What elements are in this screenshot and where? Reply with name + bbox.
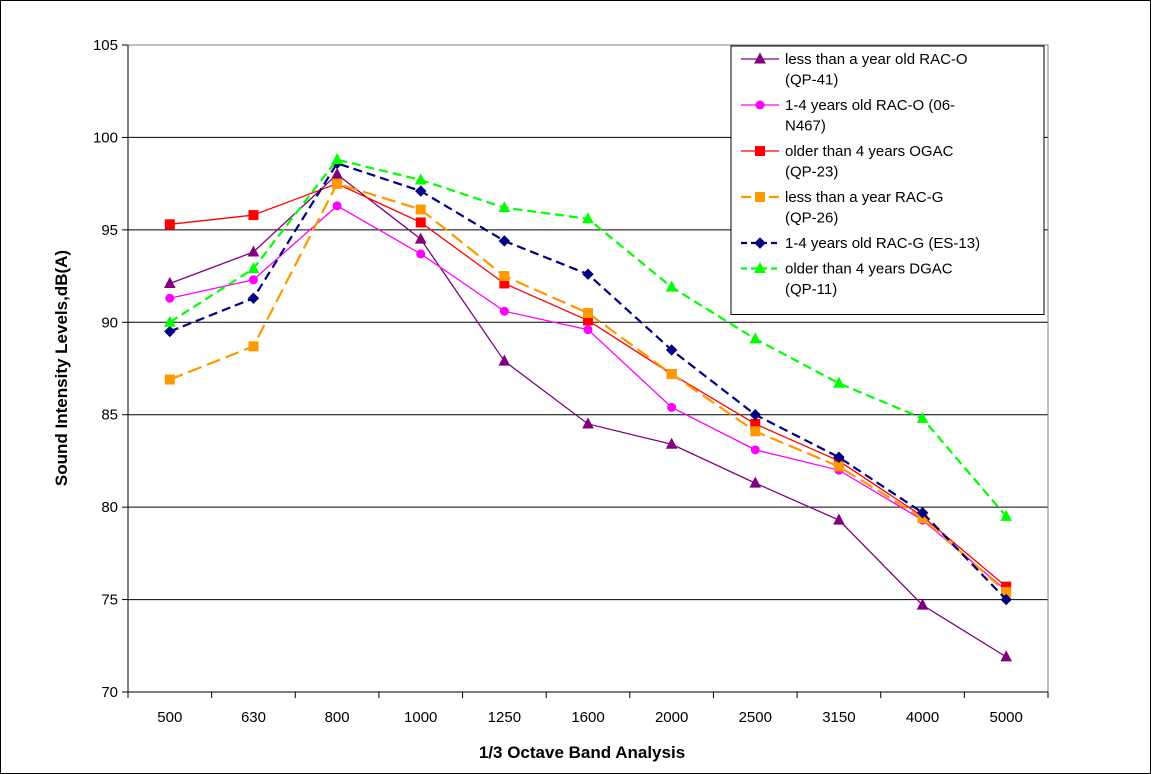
- legend-label: (QP-26): [785, 210, 838, 227]
- legend-label: (QP-23): [785, 164, 838, 181]
- data-point: [916, 506, 929, 519]
- data-point: [749, 409, 761, 421]
- x-tick-label: 1000: [404, 709, 437, 726]
- data-point: [414, 232, 427, 244]
- data-point: [415, 185, 427, 197]
- legend-label: less than a year RAC-G: [785, 189, 943, 206]
- data-point: [247, 262, 260, 274]
- data-point: [164, 325, 176, 338]
- data-point: [1000, 509, 1013, 521]
- x-tick-label: 2000: [655, 709, 688, 726]
- data-point: [163, 315, 176, 327]
- legend-marker: [755, 146, 765, 156]
- x-tick-label: 3150: [822, 709, 855, 726]
- data-point: [415, 217, 426, 228]
- data-point: [833, 513, 845, 525]
- data-point: [247, 245, 260, 257]
- legend-label: N467): [785, 118, 826, 135]
- data-point: [165, 293, 175, 303]
- y-tick-label: 105: [93, 37, 118, 54]
- data-point: [415, 204, 426, 215]
- y-tick-label: 95: [101, 222, 118, 239]
- data-point: [332, 178, 343, 189]
- x-tick-label: 2500: [739, 709, 772, 726]
- data-point: [665, 280, 678, 292]
- data-point: [331, 167, 343, 179]
- data-point: [164, 219, 175, 230]
- legend-label: 1-4 years old RAC-O (06-: [785, 97, 955, 114]
- data-point: [332, 201, 342, 211]
- series-line-4: [169, 182, 1007, 594]
- data-point: [667, 402, 677, 412]
- x-tick-label: 4000: [906, 709, 939, 726]
- legend-label: older than 4 years OGAC: [785, 143, 954, 160]
- legend-label: (QP-11): [785, 281, 837, 298]
- data-point: [499, 271, 510, 282]
- data-point: [665, 344, 678, 356]
- data-point: [665, 437, 678, 449]
- data-point: [749, 476, 762, 488]
- legend: less than a year old RAC-O (QP-41) 1-4 yea…: [730, 45, 1045, 315]
- data-point: [416, 249, 426, 259]
- data-point: [1000, 650, 1013, 662]
- legend-marker: [755, 192, 765, 202]
- data-point: [750, 426, 761, 437]
- legend-label: 1-4 years old RAC-G (ES-13): [785, 235, 980, 252]
- legend-label: (QP-41): [785, 72, 838, 89]
- legend-label: older than 4 years DGAC: [785, 261, 953, 278]
- data-point: [583, 325, 593, 335]
- data-point: [414, 173, 427, 185]
- y-tick-label: 90: [101, 314, 118, 331]
- x-tick-label: 500: [157, 709, 182, 726]
- y-tick-label: 70: [101, 684, 118, 701]
- data-point: [833, 451, 845, 463]
- x-axis-title: 1/3 Octave Band Analysis: [479, 743, 685, 762]
- data-point: [331, 153, 343, 165]
- data-point: [248, 341, 259, 352]
- data-point: [248, 275, 258, 285]
- data-point: [1000, 593, 1012, 606]
- data-point: [833, 461, 844, 472]
- data-point: [750, 445, 760, 455]
- data-point: [582, 268, 594, 280]
- data-point: [582, 417, 594, 429]
- legend-marker: [754, 261, 766, 273]
- data-point: [498, 235, 511, 247]
- x-tick-label: 1600: [571, 709, 604, 726]
- data-point: [247, 292, 260, 304]
- legend-box: [730, 45, 1045, 315]
- x-tick-label: 5000: [989, 709, 1022, 726]
- legend-label: less than a year old RAC-O: [785, 51, 968, 68]
- y-tick-label: 80: [101, 499, 118, 516]
- data-point: [666, 369, 677, 380]
- y-axis-title: Sound Intensity Levels,dB(A): [52, 250, 71, 486]
- data-point: [583, 308, 593, 319]
- x-tick-label: 800: [325, 709, 350, 726]
- data-point: [163, 276, 176, 288]
- data-point: [498, 201, 511, 213]
- y-tick-label: 85: [101, 407, 118, 424]
- data-point: [248, 210, 259, 221]
- data-point: [916, 598, 929, 610]
- data-point: [164, 374, 175, 385]
- plot-area: 70 75 80 85 90 95 100 105 500 630 800 1000 1250 1600 2…: [93, 37, 1049, 726]
- data-point: [749, 332, 762, 344]
- y-tick-label: 100: [93, 129, 118, 146]
- data-point: [833, 376, 845, 388]
- x-tick-label: 630: [241, 709, 266, 726]
- data-point: [498, 354, 511, 366]
- legend-marker: [754, 237, 766, 249]
- y-tick-label: 75: [101, 592, 118, 609]
- data-point: [582, 212, 594, 224]
- legend-marker: [754, 52, 766, 64]
- data-point: [499, 306, 509, 316]
- x-tick-label: 1250: [488, 709, 521, 726]
- data-point: [916, 411, 929, 423]
- legend-marker: [755, 100, 765, 110]
